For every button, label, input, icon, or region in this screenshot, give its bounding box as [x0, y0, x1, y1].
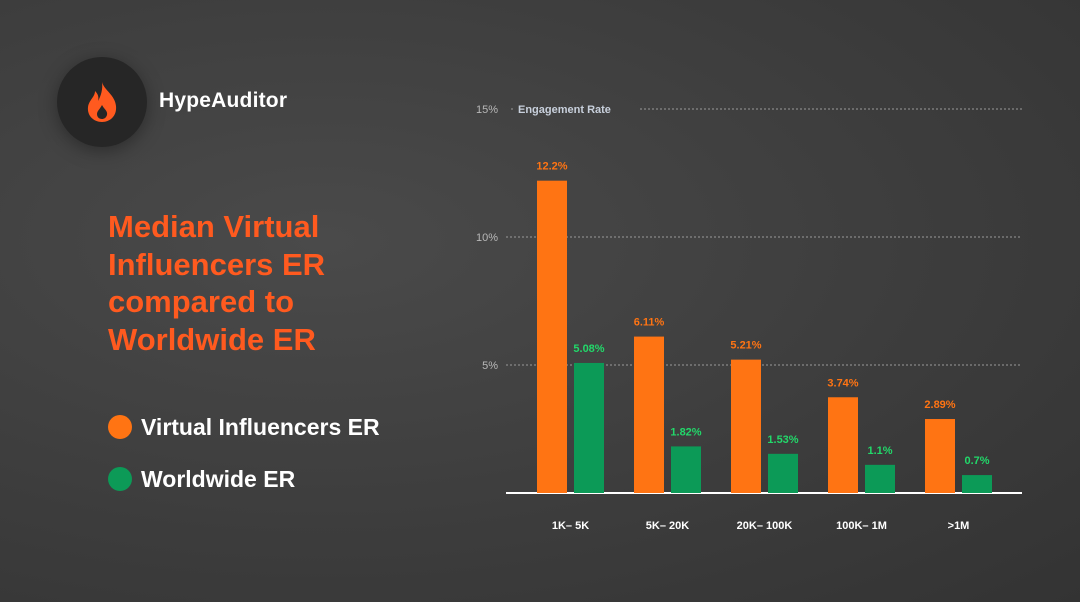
flame-icon [87, 82, 117, 122]
bar-virtual [828, 397, 858, 493]
x-category-label: 100K– 1M [836, 520, 887, 532]
legend-item-virtual: Virtual Influencers ER [108, 411, 380, 443]
legend-swatch-virtual [108, 415, 132, 439]
bar-worldwide [865, 464, 895, 493]
bar-virtual [634, 336, 664, 493]
data-label-worldwide: 1.53% [767, 434, 798, 446]
headline-line: compared to [108, 284, 295, 319]
data-label-worldwide: 1.82% [670, 426, 701, 438]
x-category-label: >1M [948, 520, 970, 532]
bar-worldwide [671, 446, 701, 493]
bar-virtual [731, 359, 761, 493]
bar-virtual [537, 180, 567, 493]
bar-virtual [925, 419, 955, 493]
chart-title: Engagement Rate [518, 104, 611, 116]
headline: Median Virtual Influencers ER compared t… [108, 208, 428, 358]
data-label-worldwide: 0.7% [964, 455, 989, 467]
y-tick-label: 15% [476, 104, 498, 116]
legend-item-worldwide: Worldwide ER [108, 463, 380, 495]
y-tick-label: 5% [482, 360, 498, 372]
data-label-virtual: 2.89% [924, 399, 955, 411]
bar-worldwide [574, 362, 604, 493]
data-label-virtual: 12.2% [536, 161, 567, 173]
chart-legend: Virtual Influencers ER Worldwide ER [108, 411, 380, 515]
x-category-label: 20K– 100K [737, 520, 793, 532]
brand-name: HypeAuditor [159, 89, 288, 112]
headline-line: Worldwide ER [108, 321, 316, 357]
headline-line: Median Virtual [108, 209, 320, 244]
x-category-label: 1K– 5K [552, 520, 589, 532]
y-tick-label: 10% [476, 232, 498, 244]
legend-label-worldwide: Worldwide ER [141, 465, 296, 492]
data-label-virtual: 6.11% [634, 317, 665, 329]
data-label-worldwide: 5.08% [573, 343, 604, 355]
data-label-virtual: 5.21% [730, 340, 761, 352]
bar-worldwide [768, 453, 798, 493]
brand-logo [57, 57, 147, 147]
legend-swatch-worldwide [108, 467, 132, 491]
headline-line: Influencers ER [108, 246, 326, 282]
x-category-label: 5K– 20K [646, 520, 689, 532]
legend-label-virtual: Virtual Influencers ER [141, 413, 380, 440]
data-label-virtual: 3.74% [827, 377, 858, 389]
data-label-worldwide: 1.1% [867, 445, 892, 457]
bar-worldwide [962, 475, 992, 493]
